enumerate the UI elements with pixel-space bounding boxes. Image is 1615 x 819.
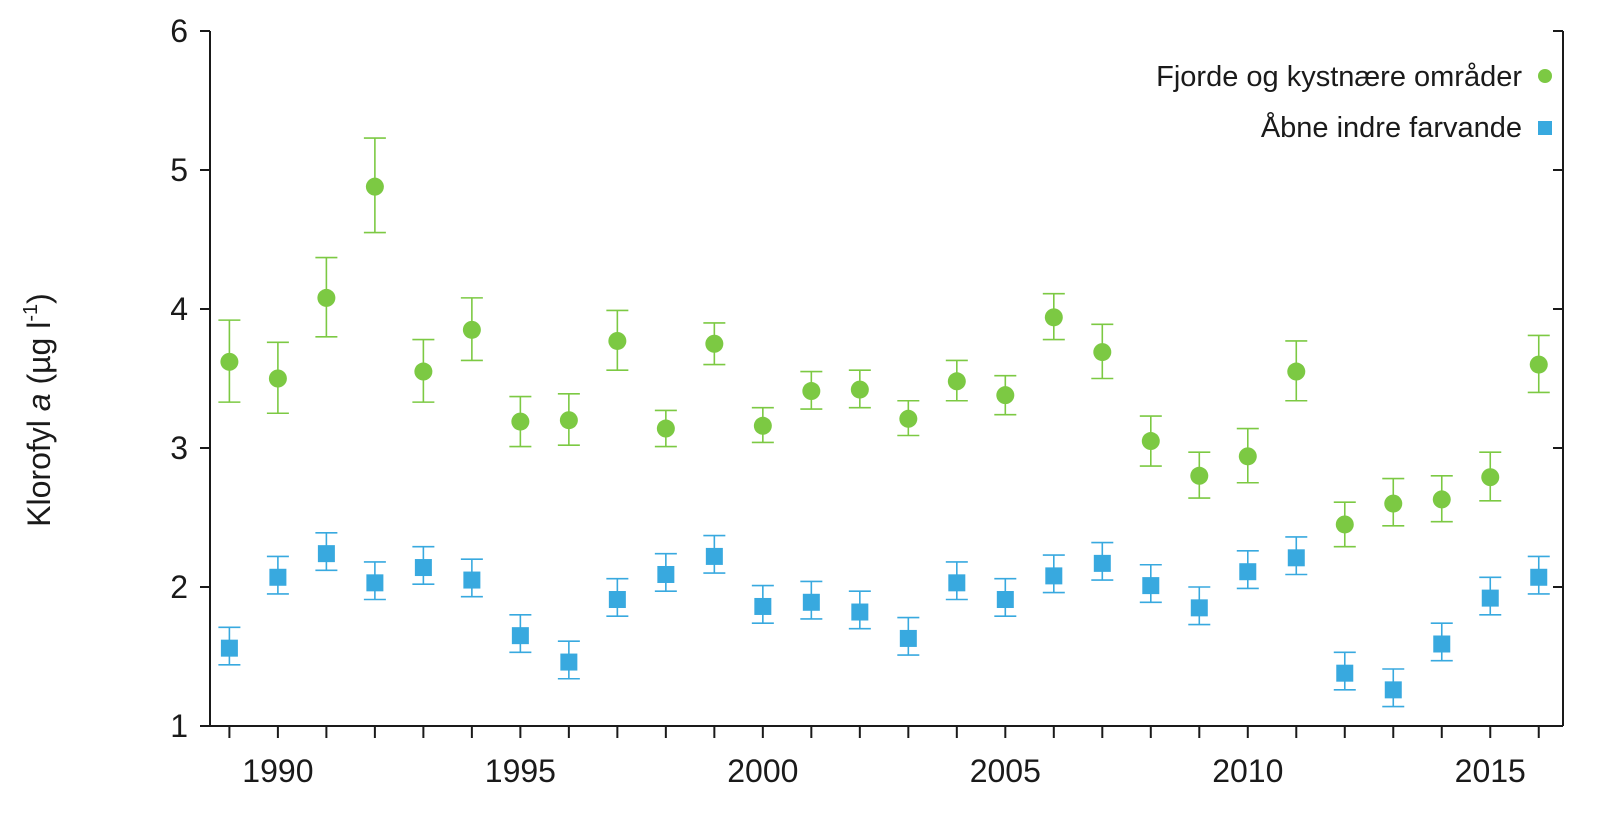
data-point-2-1999 xyxy=(705,547,723,565)
data-point-2-2008 xyxy=(1142,577,1160,595)
data-point-2-1991 xyxy=(317,545,335,563)
data-point-1-2010 xyxy=(1238,447,1257,466)
data-point-1-2003 xyxy=(899,409,918,428)
data-point-2-1996 xyxy=(560,653,578,671)
x-tick-label-1990: 1990 xyxy=(242,753,313,789)
data-point-2-2013 xyxy=(1384,681,1402,699)
x-tick-label-1995: 1995 xyxy=(485,753,556,789)
legend-marker-fjorde xyxy=(1538,69,1552,83)
data-point-2-2016 xyxy=(1530,568,1548,586)
series-2 xyxy=(218,531,1550,708)
data-point-2-2009 xyxy=(1190,599,1208,617)
legend-label-aabne: Åbne indre farvande xyxy=(1261,111,1522,144)
data-point-1-2007 xyxy=(1093,343,1112,362)
y-axis-title-superscript: -1 xyxy=(20,304,42,322)
data-point-1-1998 xyxy=(656,419,675,438)
data-point-1-2012 xyxy=(1335,515,1354,534)
y-axis-title-part-3: (µg l xyxy=(21,322,57,394)
data-point-2-2001 xyxy=(802,593,820,611)
data-point-2-2006 xyxy=(1045,567,1063,585)
data-point-2-1994 xyxy=(463,571,481,589)
data-point-2-2011 xyxy=(1287,549,1305,567)
data-point-1-2005 xyxy=(996,386,1015,405)
series-1 xyxy=(218,137,1550,548)
data-point-2-2005 xyxy=(996,591,1014,609)
data-point-2-2015 xyxy=(1481,589,1499,607)
legend-label-fjorde: Fjorde og kystnære områder xyxy=(1156,61,1522,93)
x-tick-label-2010: 2010 xyxy=(1212,753,1283,789)
data-point-2-2000 xyxy=(754,597,772,615)
y-axis-ticks: 1 2 3 4 5 6 xyxy=(170,13,1563,744)
data-point-1-1994 xyxy=(462,320,481,339)
data-point-1-2004 xyxy=(947,372,966,391)
y-axis-title-italic-a: a xyxy=(21,393,57,411)
data-point-1-1995 xyxy=(511,412,530,431)
legend: Fjorde og kystnære områder Åbne indre fa… xyxy=(1156,61,1552,144)
data-point-1-2002 xyxy=(850,380,869,399)
data-point-1-2013 xyxy=(1384,494,1403,513)
data-point-1-1993 xyxy=(414,362,433,381)
data-point-1-1999 xyxy=(705,334,724,353)
y-tick-label-6: 6 xyxy=(170,13,188,49)
data-point-1-2014 xyxy=(1432,490,1451,509)
axes xyxy=(209,31,1564,727)
data-point-1-1989 xyxy=(220,352,239,371)
data-point-2-2004 xyxy=(948,574,966,592)
data-point-1-1990 xyxy=(268,369,287,388)
x-tick-label-2005: 2005 xyxy=(970,753,1041,789)
data-point-2-1990 xyxy=(269,568,287,586)
y-axis-title: Klorofyl a (µg l-1) xyxy=(20,293,57,527)
data-point-1-2008 xyxy=(1141,432,1160,451)
data-point-1-2000 xyxy=(753,416,772,435)
y-tick-label-5: 5 xyxy=(170,152,188,188)
data-point-1-1991 xyxy=(317,288,336,307)
data-point-2-1997 xyxy=(608,591,626,609)
y-axis-title-part-1: Klorofyl xyxy=(21,411,57,527)
data-point-1-1996 xyxy=(559,411,578,430)
series-layer xyxy=(218,137,1550,708)
data-point-1-2001 xyxy=(802,382,821,401)
data-point-1-2016 xyxy=(1529,355,1548,374)
y-tick-label-3: 3 xyxy=(170,430,188,466)
x-axis-ticks: 1990 1995 2000 2005 2010 2015 xyxy=(228,726,1540,789)
y-tick-label-4: 4 xyxy=(170,291,188,327)
data-point-2-1995 xyxy=(511,627,529,645)
legend-marker-aabne xyxy=(1538,121,1552,135)
y-tick-label-1: 1 xyxy=(170,708,188,744)
x-tick-label-2000: 2000 xyxy=(727,753,798,789)
data-point-2-2007 xyxy=(1093,554,1111,572)
data-point-1-1997 xyxy=(608,331,627,350)
data-point-1-2009 xyxy=(1190,466,1209,485)
data-point-2-1993 xyxy=(414,559,432,577)
y-tick-label-2: 2 xyxy=(170,569,188,605)
data-point-1-2011 xyxy=(1287,362,1306,381)
data-point-1-2015 xyxy=(1481,468,1500,487)
data-point-2-2014 xyxy=(1433,635,1451,653)
x-tick-label-2015: 2015 xyxy=(1455,753,1526,789)
data-point-2-1992 xyxy=(366,574,384,592)
data-point-1-2006 xyxy=(1044,308,1063,327)
data-point-2-2010 xyxy=(1239,563,1257,581)
data-point-2-1989 xyxy=(220,639,238,657)
data-point-2-2003 xyxy=(899,629,917,647)
data-point-2-2002 xyxy=(851,603,869,621)
y-axis-title-close: ) xyxy=(21,293,57,304)
data-point-2-1998 xyxy=(657,565,675,583)
data-point-2-2012 xyxy=(1336,664,1354,682)
data-point-1-1992 xyxy=(365,177,384,196)
